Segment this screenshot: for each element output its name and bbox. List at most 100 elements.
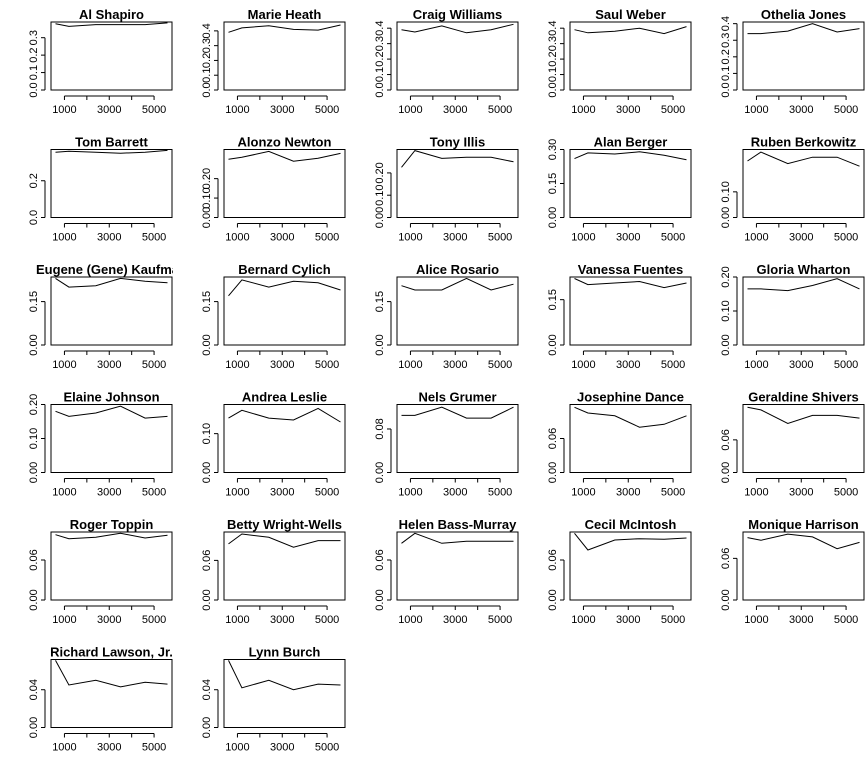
x-tick-label: 3000 <box>97 742 121 754</box>
plot-frame <box>742 276 865 346</box>
y-tick-label: 0.06 <box>201 550 213 571</box>
series-line <box>401 277 514 291</box>
x-tick-label: 1000 <box>744 487 768 499</box>
plot-frame <box>742 404 865 473</box>
x-tick-label: 1000 <box>571 232 595 244</box>
plot-frame <box>223 404 346 473</box>
series-line <box>401 532 514 544</box>
series-line <box>228 150 341 162</box>
x-tick-label: 3000 <box>97 232 121 244</box>
panel-title: Tom Barrett <box>75 135 148 150</box>
series-line <box>228 660 341 691</box>
y-tick-label: 0.10 <box>374 184 386 205</box>
x-tick-label: 1000 <box>225 359 249 371</box>
y-tick-label: 0.1 <box>201 68 213 83</box>
y-tick-label: 0.10 <box>720 300 732 321</box>
y-tick-label: 0.10 <box>720 181 732 202</box>
plot-frame <box>569 21 692 91</box>
series-line <box>228 407 341 423</box>
plot-frame <box>223 149 346 218</box>
y-tick-label: 0.20 <box>374 162 386 183</box>
series-line <box>574 26 687 35</box>
x-tick-label: 5000 <box>315 359 339 371</box>
x-tick-label: 5000 <box>142 487 166 499</box>
y-tick-label: 0.00 <box>201 717 213 738</box>
x-tick-label: 3000 <box>97 614 121 626</box>
y-tick-label: 0.3 <box>547 36 559 51</box>
panel: Craig Williams 0.00.10.20.30.4 1000 3000 500… <box>374 7 519 116</box>
panel-title: Betty Wright-Wells <box>227 517 342 532</box>
y-tick-label: 0.15 <box>547 173 559 194</box>
plot-frame <box>223 21 346 91</box>
y-tick-label: 0.20 <box>28 394 40 415</box>
plot-frame <box>223 659 346 728</box>
x-tick-label: 1000 <box>398 487 422 499</box>
series-line <box>574 151 687 161</box>
x-tick-label: 5000 <box>834 104 858 116</box>
y-tick-label: 0.06 <box>720 429 732 450</box>
x-tick-label: 3000 <box>97 359 121 371</box>
series-line <box>747 406 860 425</box>
plot-frame <box>569 276 692 346</box>
x-tick-label: 1000 <box>571 359 595 371</box>
x-tick-label: 5000 <box>834 359 858 371</box>
y-tick-label: 0.00 <box>201 207 213 228</box>
panel-title: Josephine Dance <box>577 390 684 405</box>
panel: Marie Heath 0.00.10.20.30.4 1000 3000 5000 <box>201 7 346 116</box>
panel: Othelia Jones 0.00.1 0.20.3 0.4 1000 3000 5000 <box>720 7 865 116</box>
x-tick-label: 5000 <box>142 614 166 626</box>
x-tick-label: 1000 <box>744 104 768 116</box>
x-tick-label: 1000 <box>744 232 768 244</box>
y-tick-label: 0.00 <box>201 589 213 610</box>
series-line <box>574 278 687 289</box>
x-tick-label: 3000 <box>616 104 640 116</box>
y-tick-label: 0.15 <box>201 291 213 312</box>
x-tick-label: 5000 <box>834 232 858 244</box>
y-tick-label: 0.1 <box>547 67 559 82</box>
plot-frame <box>742 531 865 601</box>
x-tick-label: 5000 <box>834 614 858 626</box>
y-tick-label: 0.08 <box>374 418 386 439</box>
x-tick-label: 3000 <box>97 487 121 499</box>
y-tick-label: 0.1 <box>720 66 732 81</box>
y-tick-label: 0.00 <box>374 589 386 610</box>
panel: Helen Bass-Murray 0.00 0.06 1000 3000 5000 <box>374 517 519 626</box>
y-tick-label: 0.2 <box>28 47 40 62</box>
y-tick-label: 0.00 <box>374 207 386 228</box>
panel: Nels Grumer 0.00 0.08 1000 3000 5000 <box>374 390 519 499</box>
panel: Elaine Johnson 0.00 0.10 0.20 1000 3000 5000 <box>28 390 173 499</box>
plot-frame <box>569 149 692 218</box>
x-tick-label: 3000 <box>270 104 294 116</box>
panel: Tony Illis 0.00 0.100.20 1000 3000 5000 <box>374 135 519 244</box>
x-tick-label: 5000 <box>661 614 685 626</box>
plot-frame <box>396 21 519 91</box>
plot-frame <box>50 404 173 473</box>
y-tick-label: 0.06 <box>28 549 40 570</box>
panel: Geraldine Shivers 0.00 0.06 1000 3000 5000 <box>720 390 865 499</box>
y-tick-label: 0.00 <box>720 207 732 228</box>
y-tick-label: 0.00 <box>28 334 40 355</box>
y-tick-label: 0.20 <box>720 266 732 287</box>
x-tick-label: 1000 <box>225 487 249 499</box>
panel-title: Eugene (Gene) Kaufman <box>36 262 187 277</box>
series-line <box>401 150 514 168</box>
x-tick-label: 3000 <box>616 359 640 371</box>
y-tick-label: 0.15 <box>374 291 386 312</box>
plot-frame <box>50 21 173 91</box>
y-tick-label: 0.00 <box>720 589 732 610</box>
panel: Alonzo Newton 0.000.100.20 1000 3000 5000 <box>201 135 346 244</box>
x-tick-label: 1000 <box>571 487 595 499</box>
x-tick-label: 5000 <box>315 487 339 499</box>
panel-title: Geraldine Shivers <box>748 390 859 405</box>
y-tick-label: 0.00 <box>547 334 559 355</box>
x-tick-label: 3000 <box>789 359 813 371</box>
y-tick-label: 0.00 <box>201 334 213 355</box>
panel-title: Al Shapiro <box>79 7 144 22</box>
x-tick-label: 5000 <box>661 104 685 116</box>
panel: Betty Wright-Wells 0.00 0.06 1000 3000 5000 <box>201 517 346 626</box>
y-tick-label: 0.30 <box>547 139 559 160</box>
y-tick-label: 0.2 <box>201 53 213 68</box>
panel-title: Andrea Leslie <box>242 390 327 405</box>
x-tick-label: 5000 <box>488 232 512 244</box>
